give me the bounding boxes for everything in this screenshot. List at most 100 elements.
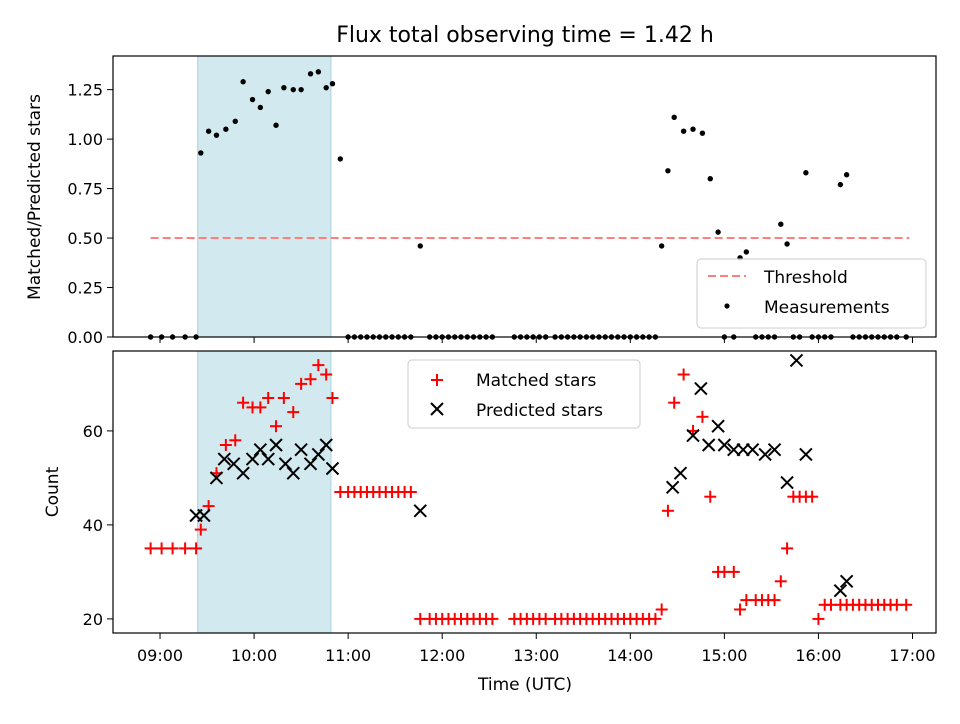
matched-star-marker <box>295 377 308 390</box>
predicted-star-marker <box>799 447 813 462</box>
x-tick-label: 14:00 <box>607 646 653 665</box>
bottom-y-axis: 20 40 60 <box>83 422 113 629</box>
matched-star-marker <box>768 594 781 607</box>
bottom-legend: Matched stars Predicted stars <box>407 359 641 429</box>
measurement-point <box>803 170 809 176</box>
predicted-star-marker <box>665 480 680 495</box>
predicted-star-marker <box>694 381 708 396</box>
matched-stars-markers <box>144 359 913 625</box>
x-tick-label: 10:00 <box>231 646 277 665</box>
predicted-star-stroke-b <box>261 452 275 466</box>
matched-star-marker <box>727 565 740 578</box>
bottom-y-tick-label: 40 <box>83 516 103 535</box>
measurement-point <box>273 122 279 128</box>
bottom-panel-counts: 20 40 60 09:00 10:00 11:00 12:00 13:00 14:00 15:… <box>43 350 937 695</box>
measurement-point <box>690 126 696 132</box>
measurement-point <box>658 243 665 249</box>
measurement-point <box>265 88 271 95</box>
predicted-star-marker <box>236 466 250 480</box>
measurement-point <box>205 128 212 134</box>
predicted-star-marker <box>780 475 794 490</box>
bottom-y-tick-label: 60 <box>83 422 103 441</box>
predicted-star-stroke-b <box>209 471 224 485</box>
predicted-star-marker <box>711 419 725 433</box>
top-plot-frame <box>112 55 937 338</box>
predicted-star-stroke-b <box>673 466 688 480</box>
chart-title: Flux total observing time = 1.42 h <box>336 23 714 48</box>
matched-star-marker <box>304 373 317 386</box>
matched-star-marker <box>179 542 192 555</box>
matched-star-marker <box>190 542 203 555</box>
legend-measurement-swatch <box>724 303 730 309</box>
matched-star-marker <box>806 490 819 503</box>
predicted-star-stroke-b <box>686 428 700 443</box>
top-y-tick-label: 0.00 <box>67 328 103 347</box>
measurement-point <box>329 81 336 87</box>
matched-star-marker <box>668 396 681 409</box>
matched-star-marker <box>287 406 300 419</box>
predicted-star-marker <box>209 471 224 485</box>
bottom-legend-box <box>407 359 641 429</box>
predicted-star-stroke-b <box>413 504 427 518</box>
measurement-point <box>843 172 850 178</box>
top-y-tick-label: 0.25 <box>67 279 103 298</box>
predicted-star-marker <box>717 438 732 452</box>
measurement-point <box>257 104 264 111</box>
top-y-tick-label: 1.00 <box>67 130 103 149</box>
predicted-star-marker <box>413 504 427 518</box>
measurement-point <box>778 221 784 227</box>
legend-predicted-swatch <box>430 402 444 416</box>
x-tick-label: 15:00 <box>701 646 747 665</box>
measurement-point <box>281 84 287 91</box>
predicted-star-marker <box>673 466 688 480</box>
top-y-axis-label: Matched/Predicted stars <box>25 94 45 300</box>
top-panel-ratio: 0.00 0.25 0.50 0.75 1.00 1.25 Matched/Predict… <box>25 55 937 347</box>
x-tick-label: 16:00 <box>795 646 841 665</box>
matched-star-marker <box>270 420 283 433</box>
x-tick-label: 17:00 <box>889 646 935 665</box>
measurement-point <box>784 241 790 247</box>
measurement-point <box>249 96 256 103</box>
predicted-star-stroke-b <box>269 438 283 452</box>
bottom-plot-frame <box>112 350 937 634</box>
predicted-star-marker <box>758 447 772 462</box>
matched-star-marker <box>404 486 417 498</box>
predicted-star-marker <box>319 438 333 452</box>
matched-star-marker <box>677 368 690 381</box>
matched-star-marker <box>237 396 250 409</box>
measurement-point <box>743 249 750 255</box>
top-legend: Threshold Measurements <box>696 258 927 329</box>
matched-star-marker <box>144 542 157 555</box>
predicted-star-marker <box>701 438 716 452</box>
predicted-star-stroke-b <box>839 574 854 589</box>
predicted-star-marker <box>261 452 275 466</box>
top-y-tick-label: 0.75 <box>67 180 103 199</box>
measurement-point <box>837 181 844 188</box>
measurement-point <box>232 118 238 125</box>
predicted-star-marker <box>286 466 300 480</box>
x-axis-label: Time (UTC) <box>477 675 572 695</box>
matched-star-marker <box>649 612 662 625</box>
legend-matched-label: Matched stars <box>476 371 596 391</box>
matched-star-marker <box>229 434 242 447</box>
predicted-star-stroke-b <box>197 508 211 523</box>
matched-star-marker <box>155 542 168 555</box>
matched-star-marker <box>326 392 339 404</box>
x-tick-label: 09:00 <box>137 646 183 665</box>
measurement-point <box>307 71 314 77</box>
matched-star-marker <box>254 401 267 414</box>
measurement-point <box>337 156 344 162</box>
legend-matched-swatch <box>431 374 443 386</box>
predicted-star-stroke-b <box>799 447 813 462</box>
matched-star-marker <box>900 598 913 611</box>
predicted-star-stroke-b <box>711 419 725 433</box>
matched-star-marker <box>262 392 275 404</box>
matched-star-marker <box>781 542 794 555</box>
predicted-star-stroke-b <box>286 466 300 480</box>
predicted-star-marker <box>325 461 340 476</box>
predicted-star-stroke-b <box>694 381 708 396</box>
x-tick-label: 12:00 <box>419 646 465 665</box>
matched-star-marker <box>277 392 290 404</box>
predicted-star-stroke-b <box>325 461 340 476</box>
measurement-point <box>680 128 687 134</box>
